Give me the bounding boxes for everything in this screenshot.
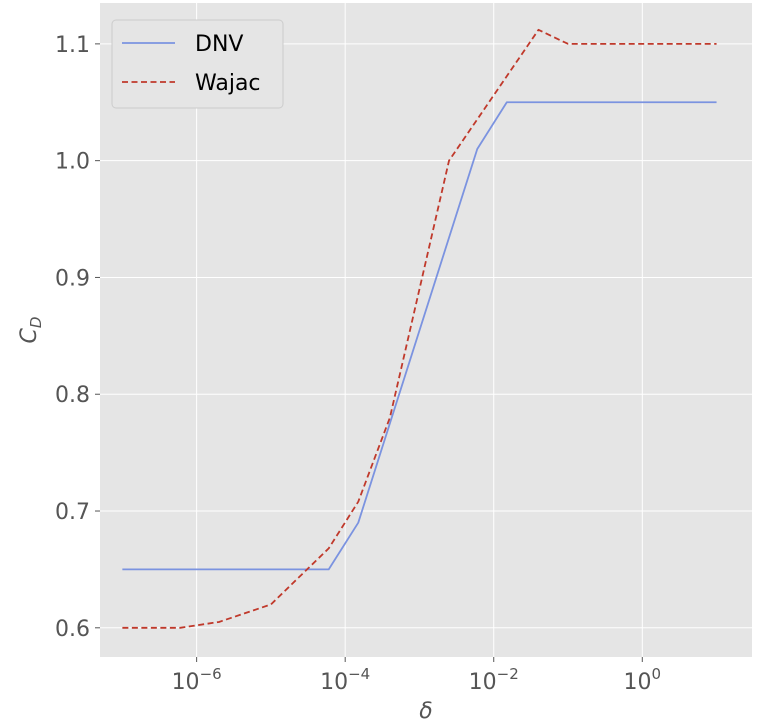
x-tick-label-base: 10 <box>469 670 497 695</box>
x-tick-label-exponent: −4 <box>348 665 370 683</box>
legend-box <box>111 19 284 109</box>
x-tick-label: 100 <box>624 665 662 695</box>
legend-label-dnv: DNV <box>195 32 243 57</box>
x-tick-label-base: 10 <box>320 670 348 695</box>
y-tick-label: 0.9 <box>55 266 90 291</box>
x-tick-label-exponent: −2 <box>497 665 519 683</box>
x-tick-label-base: 10 <box>624 670 652 695</box>
x-axis-label: δ <box>419 699 432 724</box>
x-tick-label: 10−2 <box>469 665 519 695</box>
x-tick-label: 10−4 <box>320 665 370 695</box>
y-tick-label: 0.7 <box>55 500 90 525</box>
y-axis-label-main: C <box>17 327 42 343</box>
plot-background <box>100 3 752 657</box>
x-tick-label: 10−6 <box>172 665 222 695</box>
grid <box>100 3 752 657</box>
y-tick-label: 1.0 <box>55 150 90 175</box>
legend-label-wajac: Wajac <box>195 71 261 96</box>
x-tick-label-exponent: −6 <box>200 665 222 683</box>
series-line-wajac <box>122 28 717 629</box>
x-tick-label-base: 10 <box>172 670 200 695</box>
series-line-dnv <box>122 101 717 571</box>
y-tick-label: 1.1 <box>55 33 90 58</box>
x-tick-label-exponent: 0 <box>652 665 662 683</box>
x-ticks: 10−6 10−4 10−2 100 <box>172 657 661 695</box>
series-layer <box>122 28 717 629</box>
y-axis-label-subscript: D <box>27 317 45 329</box>
y-ticks: 0.6 0.7 0.8 0.9 1.0 1.1 <box>55 33 100 642</box>
y-tick-label: 0.8 <box>55 383 90 408</box>
legend: DNV Wajac <box>111 19 284 109</box>
y-tick-label: 0.6 <box>55 617 90 642</box>
y-axis-label: CD <box>17 317 45 344</box>
